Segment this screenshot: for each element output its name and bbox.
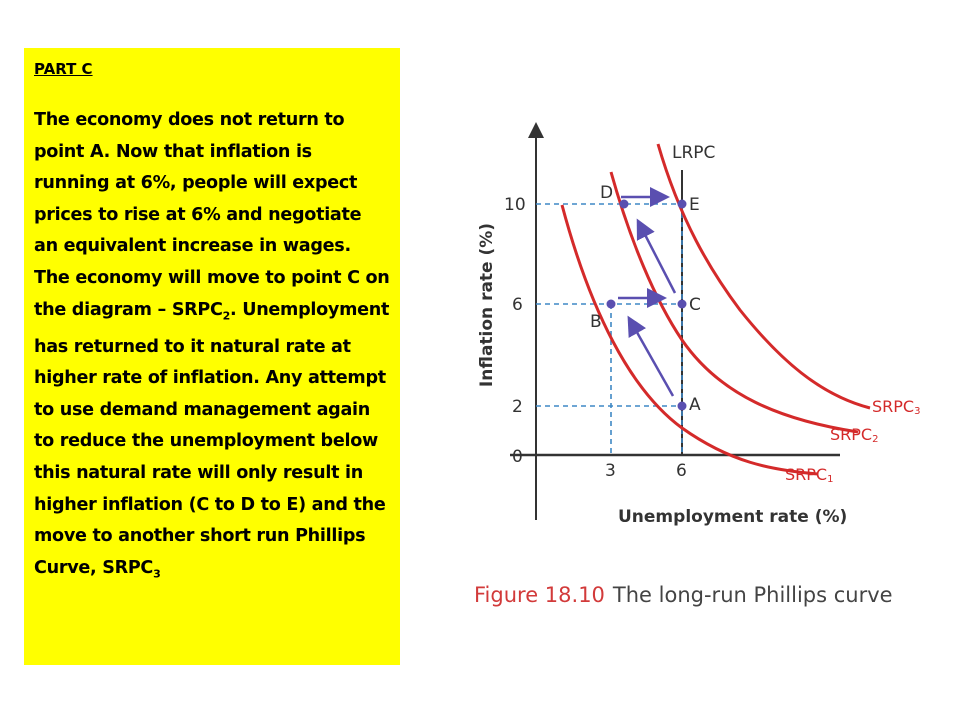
point-a-label: A xyxy=(689,395,701,415)
point-c-label: C xyxy=(689,295,701,315)
srpc1-curve xyxy=(560,204,819,476)
part-heading: PART C xyxy=(34,60,93,78)
point-b-label: B xyxy=(590,312,602,332)
caption-title: The long-run Phillips curve xyxy=(612,583,893,607)
caption-number: Figure 18.10 xyxy=(474,583,605,607)
x-tick-6: 6 xyxy=(676,461,687,481)
guide-lines xyxy=(536,203,683,455)
explanation-paragraph: The economy does not return to point A. … xyxy=(34,105,390,590)
figure-caption: Figure 18.10 The long-run Phillips curve xyxy=(474,583,893,607)
point-d-dot xyxy=(619,199,629,209)
point-b-dot xyxy=(606,299,616,309)
paragraph-main: The economy does not return to point A. … xyxy=(34,110,390,320)
paragraph-end-sub: 3 xyxy=(153,567,161,581)
lrpc-label: LRPC xyxy=(672,143,715,163)
y-tick-6: 6 xyxy=(512,295,523,315)
srpc2-curve xyxy=(609,171,859,434)
points xyxy=(606,199,687,411)
y-tick-2: 2 xyxy=(512,397,523,417)
point-e-dot xyxy=(677,199,687,209)
paragraph-main-sub: 2 xyxy=(222,309,231,323)
point-e-label: E xyxy=(689,195,700,215)
y-axis-title: Inflation rate (%) xyxy=(477,223,497,387)
srpc2-label: SRPC2 xyxy=(830,425,878,445)
text-panel: PART C The economy does not return to po… xyxy=(24,48,400,665)
x-axis-title: Unemployment rate (%) xyxy=(618,507,847,527)
point-d-label: D xyxy=(600,183,613,203)
phillips-diagram: D E B C A LRPC SRPC3 SRPC2 SRPC1 10 6 2 … xyxy=(474,122,920,607)
phillips-figure: D E B C A LRPC SRPC3 SRPC2 SRPC1 10 6 2 … xyxy=(440,110,940,630)
srpc3-curve xyxy=(656,143,871,410)
point-a-dot xyxy=(677,401,687,411)
x-tick-3: 3 xyxy=(605,461,616,481)
point-c-dot xyxy=(677,299,687,309)
y-tick-10: 10 xyxy=(504,195,526,215)
movement-arrows xyxy=(618,187,677,397)
srpc3-label: SRPC3 xyxy=(872,397,920,417)
paragraph-main-end: . Unemployment has returned to it natura… xyxy=(34,299,390,578)
srpc1-label: SRPC1 xyxy=(785,465,833,485)
origin-label: 0 xyxy=(512,447,523,467)
